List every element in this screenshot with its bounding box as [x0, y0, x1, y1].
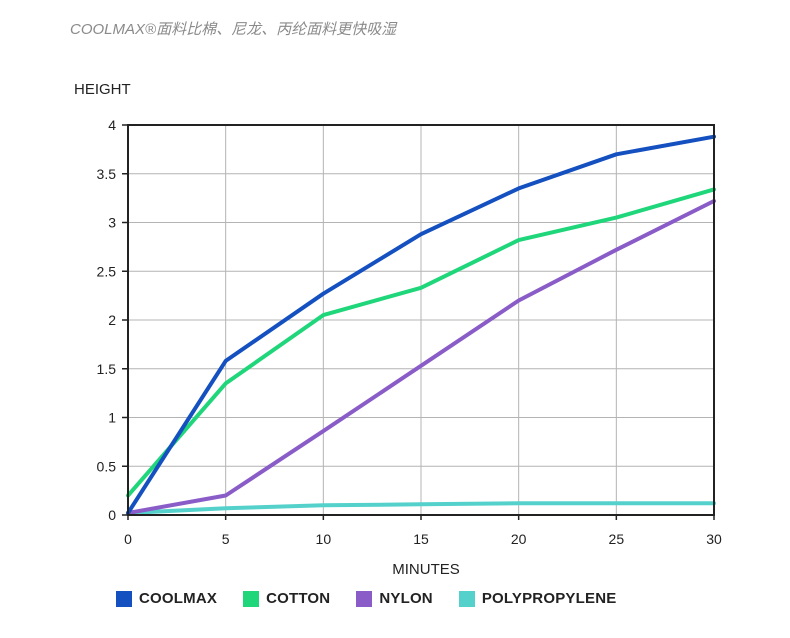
y-axis-title: HEIGHT: [74, 81, 131, 98]
series-layer: [126, 134, 716, 515]
y-tick-label: 3.5: [97, 166, 117, 182]
legend-swatch-polypropylene: [458, 590, 475, 607]
x-tick-label: 30: [706, 531, 722, 547]
y-tick-label: 3: [108, 215, 116, 231]
series-line-polypropylene: [126, 501, 716, 515]
legend-label-nylon: NYLON: [379, 590, 433, 607]
y-tick-label: 0.5: [97, 458, 117, 474]
y-tick-label: 1.5: [97, 361, 117, 377]
legend-item-coolmax: COOLMAX: [116, 590, 217, 607]
x-tick-label: 25: [609, 531, 625, 547]
legend-swatch-nylon: [356, 590, 373, 607]
y-tick-label: 4: [108, 117, 116, 133]
legend-label-cotton: COTTON: [266, 590, 331, 607]
y-tick-label: 0: [108, 507, 116, 523]
x-tick-label: 10: [316, 531, 332, 547]
legend-swatch-coolmax: [116, 590, 132, 607]
legend-swatch-cotton: [243, 590, 260, 607]
legend-item-cotton: COTTON: [243, 590, 330, 607]
tick-layer: 0 5 10 15 20 25 30 0 0.5 1 1.5 2 2.5 3 3.5 4: [97, 117, 722, 547]
chart-legend: COOLMAX COTTON NYLON POLYPROPYLENE: [116, 590, 642, 607]
legend-item-polypropylene: POLYPROPYLENE: [458, 590, 617, 607]
legend-label-coolmax: COOLMAX: [139, 590, 218, 607]
series-line-coolmax: [126, 134, 716, 515]
grid-layer: [128, 125, 714, 515]
x-tick-label: 20: [511, 531, 527, 547]
chart-subtitle: COOLMAX®面料比棉、尼龙、丙纶面料更快吸湿: [70, 21, 397, 38]
series-line-nylon: [126, 199, 716, 515]
x-tick-label: 5: [222, 531, 230, 547]
x-tick-label: 0: [124, 531, 132, 547]
y-tick-label: 2: [108, 312, 116, 328]
series-line-cotton: [126, 187, 716, 498]
x-axis-title: MINUTES: [392, 561, 460, 578]
legend-label-polypropylene: POLYPROPYLENE: [481, 590, 617, 607]
legend-item-nylon: NYLON: [356, 590, 433, 607]
y-tick-label: 2.5: [97, 263, 117, 279]
x-tick-label: 15: [413, 531, 429, 547]
y-tick-label: 1: [108, 410, 116, 426]
